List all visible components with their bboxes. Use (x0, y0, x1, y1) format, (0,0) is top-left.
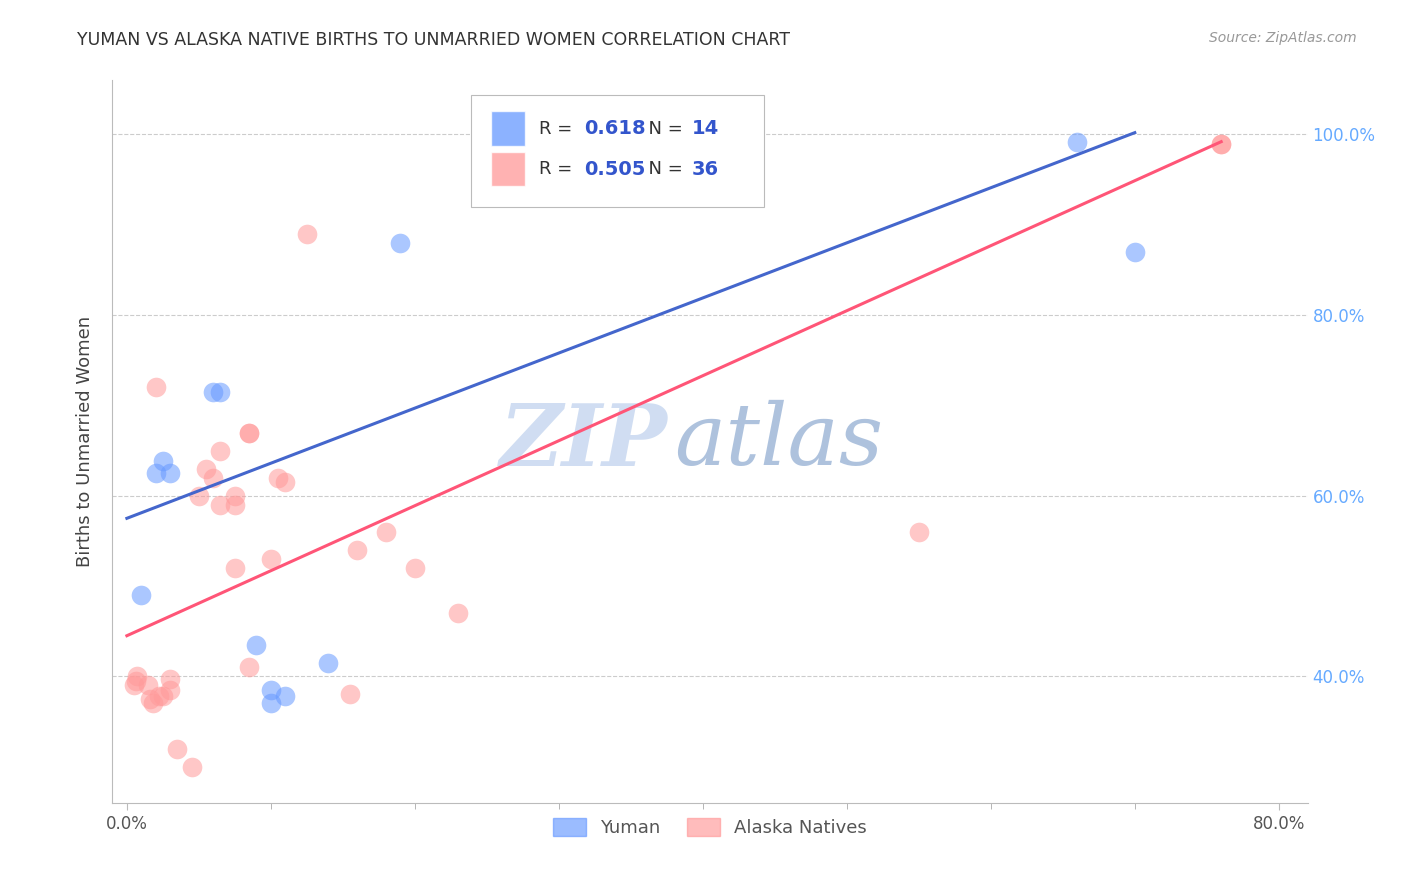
Point (238, 425, 260, 440)
Point (375, 524, 398, 539)
Point (124, 673, 146, 688)
Point (159, 672, 181, 686)
Text: YUMAN VS ALASKA NATIVE BIRTHS TO UNMARRIED WOMEN CORRELATION CHART: YUMAN VS ALASKA NATIVE BIRTHS TO UNMARRI… (77, 31, 790, 49)
Text: Source: ZipAtlas.com: Source: ZipAtlas.com (1209, 31, 1357, 45)
Point (224, 489, 246, 503)
Bar (491, 112, 524, 146)
Point (145, 380, 167, 394)
Point (238, 425, 260, 440)
Point (187, 489, 209, 503)
Point (274, 690, 297, 704)
Point (274, 475, 297, 490)
Point (139, 692, 162, 706)
Point (267, 471, 290, 485)
Point (152, 690, 174, 704)
Point (180, 760, 202, 774)
Point (1211, 136, 1233, 151)
Point (260, 682, 283, 697)
Point (202, 384, 225, 399)
Text: R =: R = (538, 120, 578, 137)
Text: N =: N = (637, 161, 689, 178)
Point (159, 682, 181, 697)
Point (389, 235, 412, 250)
Point (159, 466, 181, 480)
Point (318, 656, 340, 670)
Point (260, 697, 283, 711)
Point (1123, 244, 1146, 259)
Point (209, 384, 232, 399)
Point (138, 678, 160, 692)
Point (224, 561, 246, 575)
Point (209, 443, 232, 458)
Point (195, 461, 218, 475)
Legend: Yuman, Alaska Natives: Yuman, Alaska Natives (546, 811, 875, 845)
Point (129, 588, 152, 602)
Text: atlas: atlas (675, 401, 883, 483)
Text: 0.505: 0.505 (585, 160, 645, 178)
Point (209, 498, 232, 512)
Text: 14: 14 (692, 120, 720, 138)
FancyBboxPatch shape (471, 95, 763, 207)
Text: ZIP: ZIP (501, 400, 668, 483)
Point (1066, 135, 1088, 149)
Text: 0.618: 0.618 (585, 120, 647, 138)
Point (907, 524, 929, 539)
Point (295, 227, 318, 241)
Text: R =: R = (538, 161, 578, 178)
Point (346, 542, 368, 557)
Point (125, 669, 148, 683)
Point (339, 687, 361, 701)
Point (1211, 136, 1233, 151)
Bar (491, 152, 524, 186)
Point (238, 660, 260, 674)
Point (404, 561, 426, 575)
Point (260, 552, 283, 566)
Point (148, 690, 170, 704)
Point (152, 454, 174, 468)
Text: N =: N = (637, 120, 689, 137)
Point (447, 606, 470, 620)
Point (245, 638, 267, 652)
Y-axis label: Births to Unmarried Women: Births to Unmarried Women (76, 316, 94, 567)
Point (202, 471, 225, 485)
Point (145, 466, 167, 480)
Point (166, 741, 188, 756)
Point (142, 697, 165, 711)
Point (122, 678, 145, 692)
Point (224, 498, 246, 512)
Text: 36: 36 (692, 160, 720, 178)
